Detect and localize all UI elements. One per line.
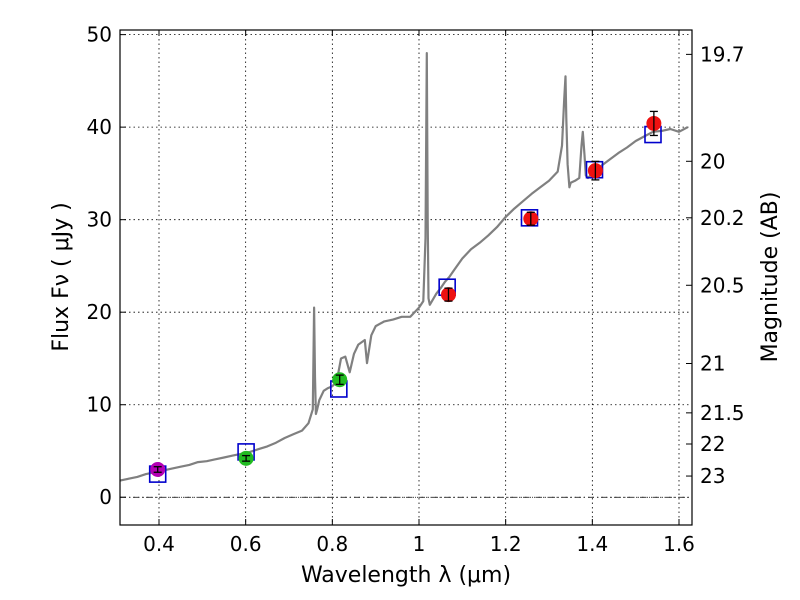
axis-ticks	[120, 30, 692, 525]
tick-labels: 0.4 0.6 0.8 1 1.2 1.4 1.6 0 10 20 30 40 50 19.7 20 20.2…	[87, 23, 745, 556]
y-tick-label: 30	[87, 208, 112, 232]
y-tick-label: 50	[87, 23, 112, 47]
y-tick-label: 10	[87, 393, 112, 417]
x-tick-label: 1.2	[490, 532, 522, 556]
magnitude-tick-label: 22	[700, 432, 725, 456]
magnitude-tick-label: 20.2	[700, 206, 745, 230]
y-tick-label: 40	[87, 115, 112, 139]
magnitude-tick-label: 20.5	[700, 273, 745, 297]
y-axis-label: Flux Fν ( μJy )	[49, 202, 74, 351]
y2-axis-label: Magnitude (AB)	[758, 192, 783, 363]
x-tick-label: 1	[413, 532, 426, 556]
x-tick-label: 1.6	[663, 532, 695, 556]
spectrum-line	[119, 51, 689, 482]
observed-points-layer	[150, 110, 662, 477]
magnitude-tick-label: 21.5	[700, 401, 745, 425]
magnitude-tick-label: 20	[700, 149, 725, 173]
x-tick-label: 0.8	[316, 532, 348, 556]
magnitude-tick-label: 19.7	[700, 42, 745, 66]
y-tick-label: 0	[99, 485, 112, 509]
x-tick-label: 0.4	[143, 532, 175, 556]
x-tick-label: 1.4	[576, 532, 608, 556]
magnitude-tick-label: 21	[700, 351, 725, 375]
x-tick-label: 0.6	[230, 532, 262, 556]
magnitude-tick-label: 23	[700, 464, 725, 488]
spectrum-layer	[119, 51, 689, 482]
plot-frame	[119, 29, 693, 526]
x-axis-label: Wavelength λ (μm)	[301, 563, 511, 588]
y-tick-label: 20	[87, 300, 112, 324]
